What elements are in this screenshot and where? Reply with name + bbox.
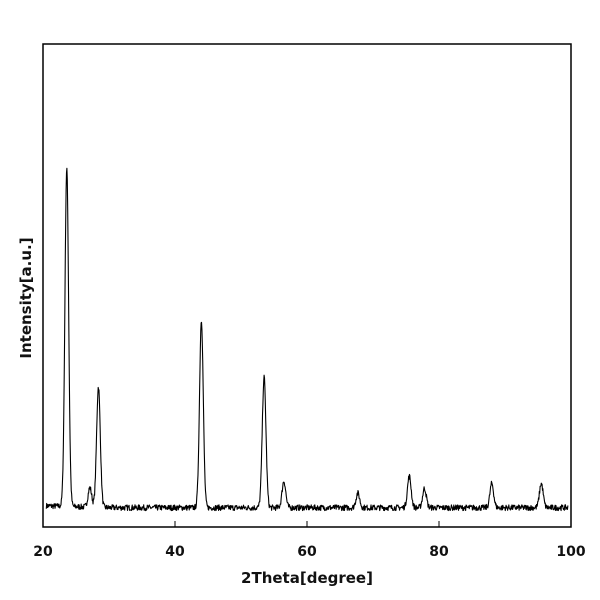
x-tick-label: 100 [556, 544, 585, 560]
x-axis-label: 2Theta[degree] [241, 569, 373, 587]
x-tick-labels: 20 40 60 80 100 [33, 544, 586, 560]
y-axis-label: Intensity[a.u.] [17, 237, 35, 358]
x-tick-label: 60 [297, 544, 317, 560]
x-tick-label: 20 [33, 544, 53, 560]
x-tick-label: 80 [429, 544, 449, 560]
plot-area-frame [42, 43, 572, 528]
x-tick-label: 40 [165, 544, 185, 560]
diffraction-pattern-line [45, 167, 569, 512]
x-ticks [42, 521, 572, 527]
